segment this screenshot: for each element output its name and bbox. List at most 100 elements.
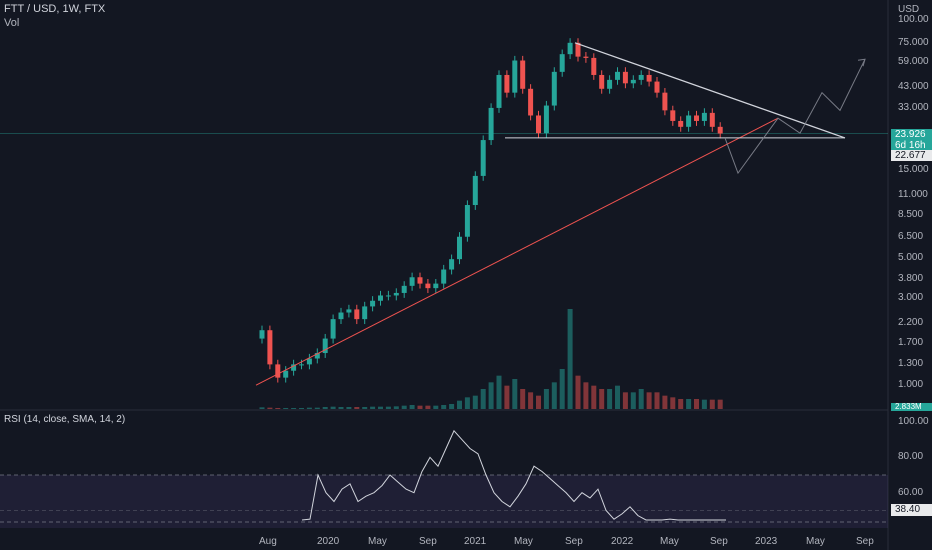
candle-body xyxy=(654,81,660,93)
x-tick-label: May xyxy=(806,536,825,547)
volume-bar xyxy=(583,382,589,409)
volume-bar xyxy=(385,406,391,409)
volume-bar xyxy=(512,379,518,409)
volume-bar xyxy=(543,389,549,409)
candle-body xyxy=(362,306,368,320)
volume-bar xyxy=(417,405,423,409)
x-tick-label: Sep xyxy=(419,536,437,547)
rsi-tick-label: 80.00 xyxy=(898,451,924,463)
volume-bar xyxy=(551,382,557,409)
rsi-line xyxy=(301,429,726,521)
volume-bar xyxy=(370,406,376,409)
price-countdown: 6d 16h xyxy=(895,140,926,151)
volume-bar xyxy=(701,399,707,409)
x-tick-label: May xyxy=(514,536,533,547)
resistance-trendline xyxy=(574,42,846,139)
secondary-price-badge: 22.677 xyxy=(891,150,932,161)
y-tick-label: 33.000 xyxy=(898,101,929,113)
symbol-title: FTT / USD, 1W, FTX xyxy=(4,3,106,15)
candle-body xyxy=(378,295,383,301)
candle-body xyxy=(464,205,470,237)
volume-bar xyxy=(520,389,526,409)
volume-bar xyxy=(496,375,502,409)
candle-body xyxy=(409,277,415,286)
price-value: 23.926 xyxy=(895,129,926,140)
x-tick-label: 2021 xyxy=(464,536,487,547)
candle-body xyxy=(306,358,312,365)
volume-bar xyxy=(488,382,494,409)
candle-body xyxy=(385,295,391,297)
y-tick-label: 1.300 xyxy=(898,358,924,370)
candle-body xyxy=(615,71,620,80)
y-tick-label: 1.000 xyxy=(898,379,924,391)
candle-body xyxy=(709,112,715,127)
candle-body xyxy=(393,292,399,296)
volume-bar xyxy=(599,389,605,409)
volume-bar xyxy=(709,399,715,409)
y-tick-label: 15.000 xyxy=(898,164,929,176)
y-tick-label: 43.000 xyxy=(898,80,929,92)
volume-bar xyxy=(306,407,312,409)
candle-body xyxy=(441,269,447,284)
volume-bar xyxy=(536,395,541,409)
y-tick-label: 1.700 xyxy=(898,337,924,349)
x-tick-label: May xyxy=(660,536,679,547)
candle-body xyxy=(536,115,541,134)
candle-body xyxy=(686,115,692,127)
volume-bar xyxy=(457,400,462,409)
candle-body xyxy=(457,236,462,260)
candle-body xyxy=(543,105,549,134)
volume-bar xyxy=(567,309,573,409)
volume-bar xyxy=(638,389,644,409)
rsi-label: RSI (14, close, SMA, 14, 2) xyxy=(4,414,126,425)
candle-body xyxy=(496,74,502,108)
candle-body xyxy=(559,54,565,72)
candle-body xyxy=(551,71,557,106)
candle-body xyxy=(630,79,636,84)
candle-body xyxy=(291,364,297,371)
volume-bar xyxy=(409,405,415,409)
volume-bar xyxy=(393,406,399,409)
volume-bar xyxy=(504,385,510,409)
candle-body xyxy=(338,312,344,320)
volume-bar xyxy=(694,399,699,409)
candle-body xyxy=(480,140,486,176)
candle-body xyxy=(567,42,573,55)
volume-badge: 2.833M xyxy=(891,403,932,411)
candle-body xyxy=(370,300,376,307)
x-tick-label: Aug xyxy=(259,536,277,547)
candle-body xyxy=(678,120,684,127)
volume-bar xyxy=(378,406,383,409)
volume-bar xyxy=(354,407,360,409)
volume-bar xyxy=(330,406,336,409)
volume-bar xyxy=(464,397,470,409)
candle-body xyxy=(472,175,478,206)
x-tick-label: Sep xyxy=(856,536,874,547)
candle-body xyxy=(354,309,360,320)
x-tick-label: Sep xyxy=(565,536,583,547)
volume-bar xyxy=(401,405,407,409)
currency-label: USD xyxy=(898,4,920,15)
volume-bar xyxy=(662,395,668,409)
candle-body xyxy=(646,74,652,82)
candle-body xyxy=(299,364,304,366)
y-tick-label: 3.000 xyxy=(898,292,924,304)
volume-bar xyxy=(299,408,304,409)
candle-body xyxy=(520,60,526,89)
candle-body xyxy=(662,92,668,111)
volume-bar xyxy=(646,392,652,409)
volume-bar xyxy=(425,405,431,409)
volume-bar xyxy=(314,407,320,409)
candle-body xyxy=(591,57,597,75)
candle-body xyxy=(322,338,328,354)
y-tick-label: 75.000 xyxy=(898,36,929,48)
rsi-tick-label: 100.00 xyxy=(898,416,929,427)
candle-body xyxy=(638,74,644,80)
y-tick-label: 8.500 xyxy=(898,209,924,221)
projection-path xyxy=(724,58,866,175)
y-tick-label: 2.200 xyxy=(898,316,924,328)
projection-arrowhead xyxy=(857,58,866,67)
volume-bar xyxy=(283,408,289,409)
volume-bar xyxy=(291,408,297,409)
volume-bar xyxy=(678,399,684,409)
